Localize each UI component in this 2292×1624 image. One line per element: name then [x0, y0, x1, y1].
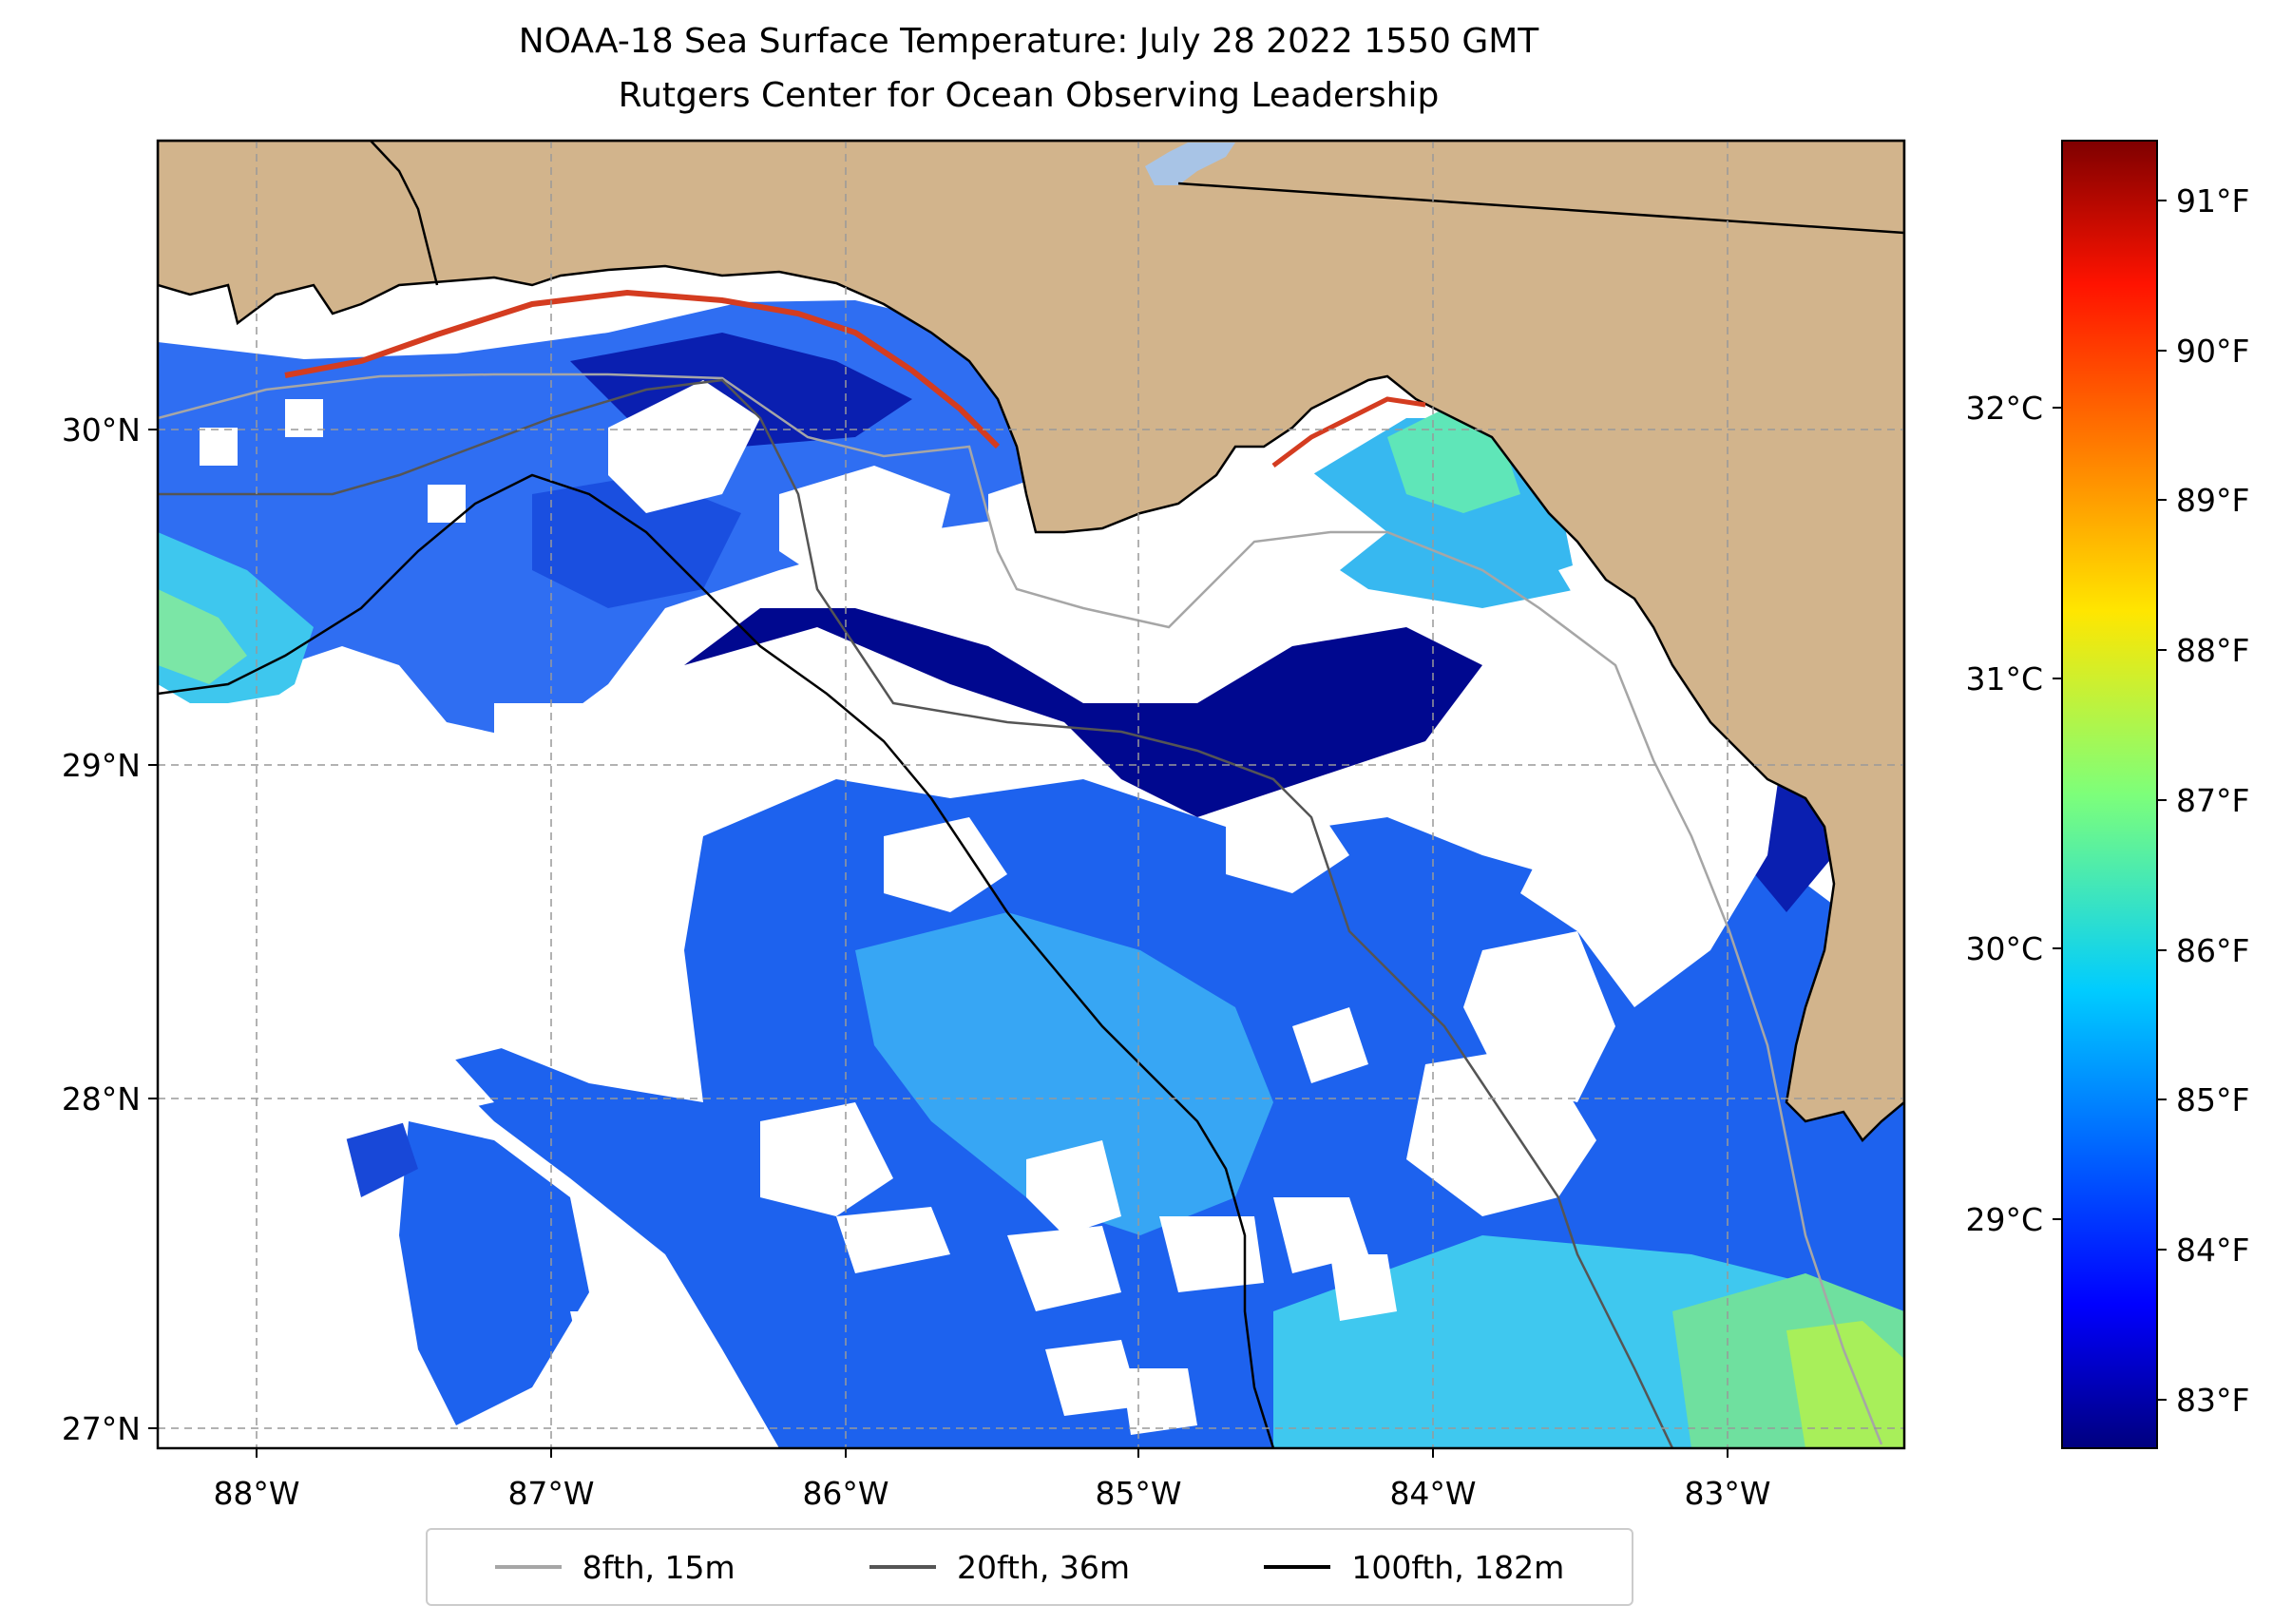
lat-tick-label: 27°N — [62, 1410, 141, 1447]
lon-tick-label: 87°W — [507, 1475, 594, 1512]
legend-line-icon — [494, 1565, 562, 1569]
state-border — [1177, 182, 1904, 235]
lat-tick-labels: 30°N 29°N 28°N 27°N — [62, 411, 141, 1447]
legend-line-icon — [1264, 1565, 1331, 1569]
colorbar-f-label: 89°F — [2176, 482, 2249, 519]
colorbar-f-label: 87°F — [2176, 782, 2249, 819]
map-subtitle: Rutgers Center for Ocean Observing Leade… — [618, 76, 1440, 115]
colorbar-f-label: 84°F — [2176, 1232, 2249, 1269]
colorbar-f-label: 86°F — [2176, 932, 2249, 969]
colorbar-f-label: 90°F — [2176, 333, 2249, 370]
lon-tick-label: 84°W — [1389, 1475, 1476, 1512]
lake — [1145, 143, 1235, 185]
colorbar-c-label: 29°C — [1965, 1201, 2043, 1238]
legend-item-100fth: 100fth, 182m — [1264, 1549, 1564, 1586]
warm-coastal-band — [1271, 396, 1426, 468]
state-border — [370, 141, 439, 286]
lon-tick-labels: 88°W 87°W 86°W 85°W 84°W 83°W — [213, 1475, 1770, 1512]
warm-coastal-band — [284, 289, 1001, 449]
legend-label: 20fth, 36m — [957, 1548, 1130, 1586]
axis-ticks — [148, 429, 1729, 1458]
lon-tick-label: 88°W — [213, 1475, 299, 1512]
map-frame — [156, 139, 1906, 1450]
legend: 8fth, 15m 20fth, 36m 100fth, 182m — [426, 1528, 1633, 1606]
colorbar — [2061, 140, 2158, 1449]
colorbar-f-label: 85°F — [2176, 1081, 2249, 1118]
legend-item-20fth: 20fth, 36m — [869, 1549, 1130, 1586]
colorbar-c-label: 31°C — [1965, 660, 2043, 697]
lat-tick-label: 29°N — [62, 747, 141, 784]
lon-tick-label: 83°W — [1684, 1475, 1770, 1512]
colorbar-c-labels: 32°C 31°C 30°C 29°C — [1965, 390, 2043, 1238]
colorbar-f-label: 83°F — [2176, 1382, 2249, 1419]
map-area — [158, 141, 1904, 1448]
legend-line-icon — [869, 1565, 936, 1569]
isobath-20fth — [158, 378, 1674, 1448]
legend-label: 8fth, 15m — [582, 1548, 735, 1586]
lat-tick-label: 28°N — [62, 1080, 141, 1118]
land-mask — [158, 141, 1904, 1142]
colorbar-f-label: 88°F — [2176, 632, 2249, 669]
colorbar-ticks — [2053, 200, 2167, 1401]
map-grid — [158, 141, 1904, 1448]
colorbar-f-label: 91°F — [2176, 182, 2249, 220]
lon-tick-label: 86°W — [802, 1475, 888, 1512]
colorbar-c-label: 30°C — [1965, 930, 2043, 967]
colorbar-c-label: 32°C — [1965, 390, 2043, 427]
lat-tick-label: 30°N — [62, 411, 141, 449]
isobath-100fth — [158, 473, 1275, 1448]
map-title: NOAA-18 Sea Surface Temperature: July 28… — [518, 22, 1539, 61]
colorbar-f-labels: 91°F 90°F 89°F 88°F 87°F 86°F 85°F 84°F … — [2176, 182, 2249, 1419]
isobath-8fth — [158, 373, 1883, 1445]
lon-tick-label: 85°W — [1095, 1475, 1181, 1512]
legend-item-8fth: 8fth, 15m — [494, 1548, 735, 1586]
legend-label: 100fth, 182m — [1351, 1548, 1565, 1586]
